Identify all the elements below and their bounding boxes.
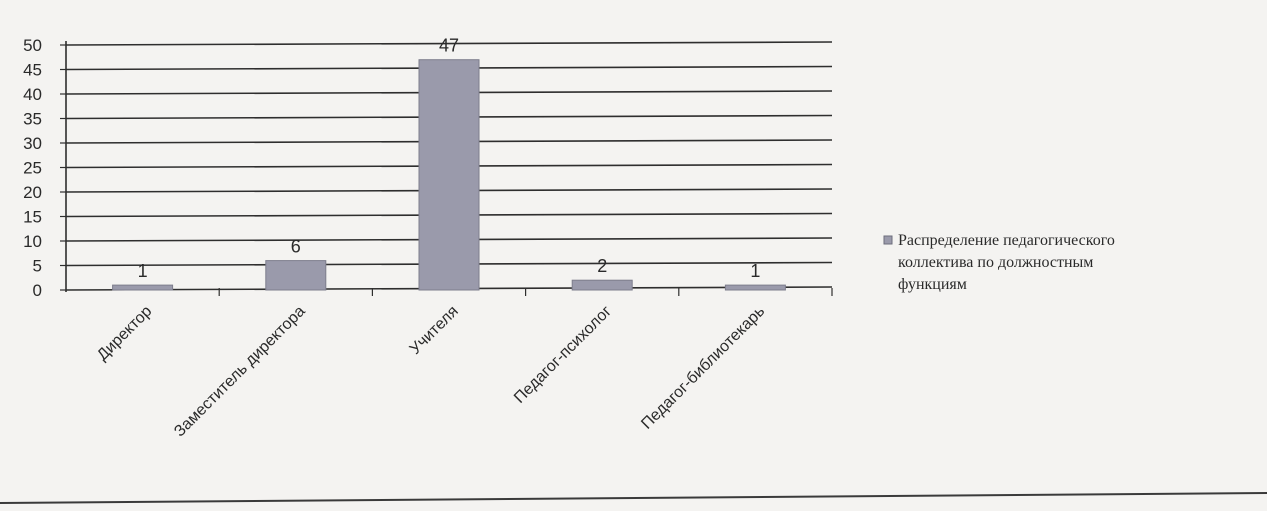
y-tick-label: 45 (23, 61, 42, 80)
y-tick-label: 35 (23, 110, 42, 129)
gridline (65, 41, 833, 46)
y-tick-label: 20 (23, 183, 42, 202)
scan-bottom-edge (0, 492, 1267, 504)
data-label: 1 (750, 261, 760, 281)
legend-swatch (883, 235, 893, 245)
y-axis: 0 5 10 15 20 25 30 35 40 45 50 (23, 36, 67, 300)
y-tick-label: 15 (23, 208, 42, 227)
data-labels: 1 6 47 2 1 (138, 36, 761, 281)
y-tick-label: 30 (23, 134, 42, 153)
legend-label-line: функциям (898, 276, 967, 293)
legend-label-line: Распределение педагогического (898, 232, 1115, 249)
bar (724, 284, 786, 291)
bar (418, 59, 480, 291)
data-label: 2 (597, 256, 607, 276)
y-tick-label: 5 (33, 257, 42, 276)
legend-label-line: коллектива по должностным (898, 254, 1093, 271)
y-tick-label: 25 (23, 159, 42, 178)
data-label: 1 (138, 261, 148, 281)
bar (571, 279, 633, 291)
legend-label: Распределение педагогического коллектива … (898, 232, 1115, 293)
data-label: 6 (291, 237, 301, 257)
bar (265, 260, 327, 291)
y-tick-label: 10 (23, 232, 42, 251)
bars (112, 59, 786, 291)
y-tick-label: 50 (23, 36, 42, 55)
y-tick-label: 40 (23, 85, 42, 104)
bar (112, 284, 174, 291)
data-label: 47 (439, 36, 459, 56)
y-tick-label: 0 (33, 281, 42, 300)
legend: Распределение педагогического коллектива … (883, 232, 1115, 293)
